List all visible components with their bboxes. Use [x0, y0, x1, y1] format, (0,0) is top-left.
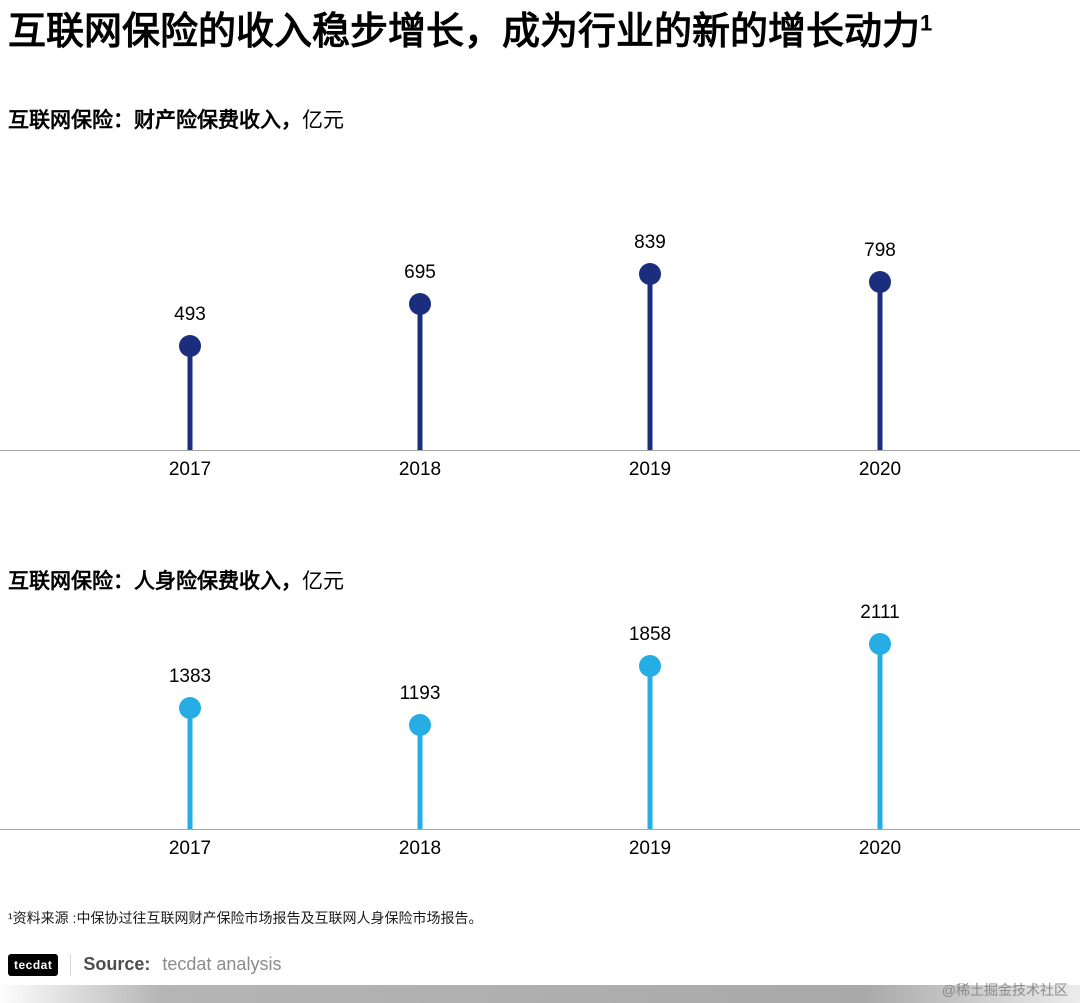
lollipop-column: 1383	[75, 595, 305, 829]
value-label: 493	[174, 303, 206, 325]
watermark-bar	[0, 985, 1080, 1003]
lollipop-stem	[647, 665, 653, 829]
lollipop-stem	[647, 273, 653, 450]
lollipop-column: 493	[75, 134, 305, 450]
year-row: 2017 2018 2019 2020	[75, 838, 995, 860]
lollipop-column: 839	[535, 134, 765, 450]
year-label: 2017	[168, 837, 212, 859]
lollipop-stem	[417, 303, 423, 450]
lollipop: 1383	[75, 595, 305, 829]
lollipop-stem	[877, 643, 883, 829]
watermark: @稀土掘金技术社区	[941, 982, 1068, 998]
value-label: 2111	[860, 601, 900, 623]
lollipop: 493	[75, 134, 305, 450]
year-label: 2020	[858, 458, 902, 480]
chart-subtitle-property: 互联网保险：财产险保费收入，亿元	[0, 108, 1080, 134]
tecdat-logo: tecdat	[8, 953, 59, 976]
page-title-text: 互联网保险的收入稳步增长，成为行业的新的增长动力	[8, 11, 921, 53]
lollipop-stem	[187, 707, 193, 829]
chart-property-insurance: 互联网保险：财产险保费收入，亿元 493 695 839 798 2017 2018 20…	[0, 108, 1080, 481]
page-title-superscript: 1	[920, 10, 933, 36]
year-label: 2018	[398, 837, 442, 859]
chart-subtitle-bold: 互联网保险：财产险保费收入，	[8, 108, 302, 132]
lollipop: 2111	[765, 595, 995, 829]
lollipop-column: 1858	[535, 595, 765, 829]
value-label: 1383	[168, 665, 212, 687]
footnote: ¹资料来源 :中保协过往互联网财产保险市场报告及互联网人身保险市场报告。	[8, 909, 483, 926]
plot-columns: 493 695 839 798	[75, 134, 995, 450]
year-label: 2020	[858, 837, 902, 859]
x-axis-line	[0, 828, 1080, 830]
year-label: 2017	[168, 458, 212, 480]
value-label: 798	[864, 239, 896, 261]
plot-columns: 1383 1193 1858 2111	[75, 595, 995, 829]
value-label: 1858	[628, 623, 672, 645]
lollipop: 839	[535, 134, 765, 450]
chart-subtitle-unit: 亿元	[302, 569, 344, 593]
year-label: 2018	[398, 458, 442, 480]
x-axis-line	[0, 449, 1080, 451]
lollipop: 1193	[305, 595, 535, 829]
value-label: 695	[404, 261, 436, 283]
footer: tecdat Source: tecdat analysis	[0, 953, 1080, 976]
source-label: Source:	[83, 954, 151, 975]
source-text: tecdat analysis	[162, 954, 282, 975]
chart-subtitle-unit: 亿元	[302, 108, 344, 132]
footer-divider	[70, 953, 72, 976]
value-label: 839	[634, 231, 666, 253]
year-label: 2019	[628, 837, 672, 859]
lollipop-column: 695	[305, 134, 535, 450]
year-label: 2019	[628, 458, 672, 480]
chart-life-insurance: 互联网保险：人身险保费收入，亿元 1383 1193 1858 2111 2017 20…	[0, 569, 1080, 860]
lollipop-column: 798	[765, 134, 995, 450]
page-title: 互联网保险的收入稳步增长，成为行业的新的增长动力1	[0, 0, 1080, 56]
lollipop: 798	[765, 134, 995, 450]
chart-subtitle-bold: 互联网保险：人身险保费收入，	[8, 569, 302, 593]
lollipop: 695	[305, 134, 535, 450]
value-label: 1193	[399, 682, 441, 704]
lollipop: 1858	[535, 595, 765, 829]
lollipop-stem	[417, 724, 423, 829]
lollipop-stem	[877, 281, 883, 450]
lollipop-column: 2111	[765, 595, 995, 829]
lollipop-column: 1193	[305, 595, 535, 829]
lollipop-stem	[187, 345, 193, 450]
year-row: 2017 2018 2019 2020	[75, 459, 995, 481]
chart-subtitle-life: 互联网保险：人身险保费收入，亿元	[0, 569, 1080, 595]
